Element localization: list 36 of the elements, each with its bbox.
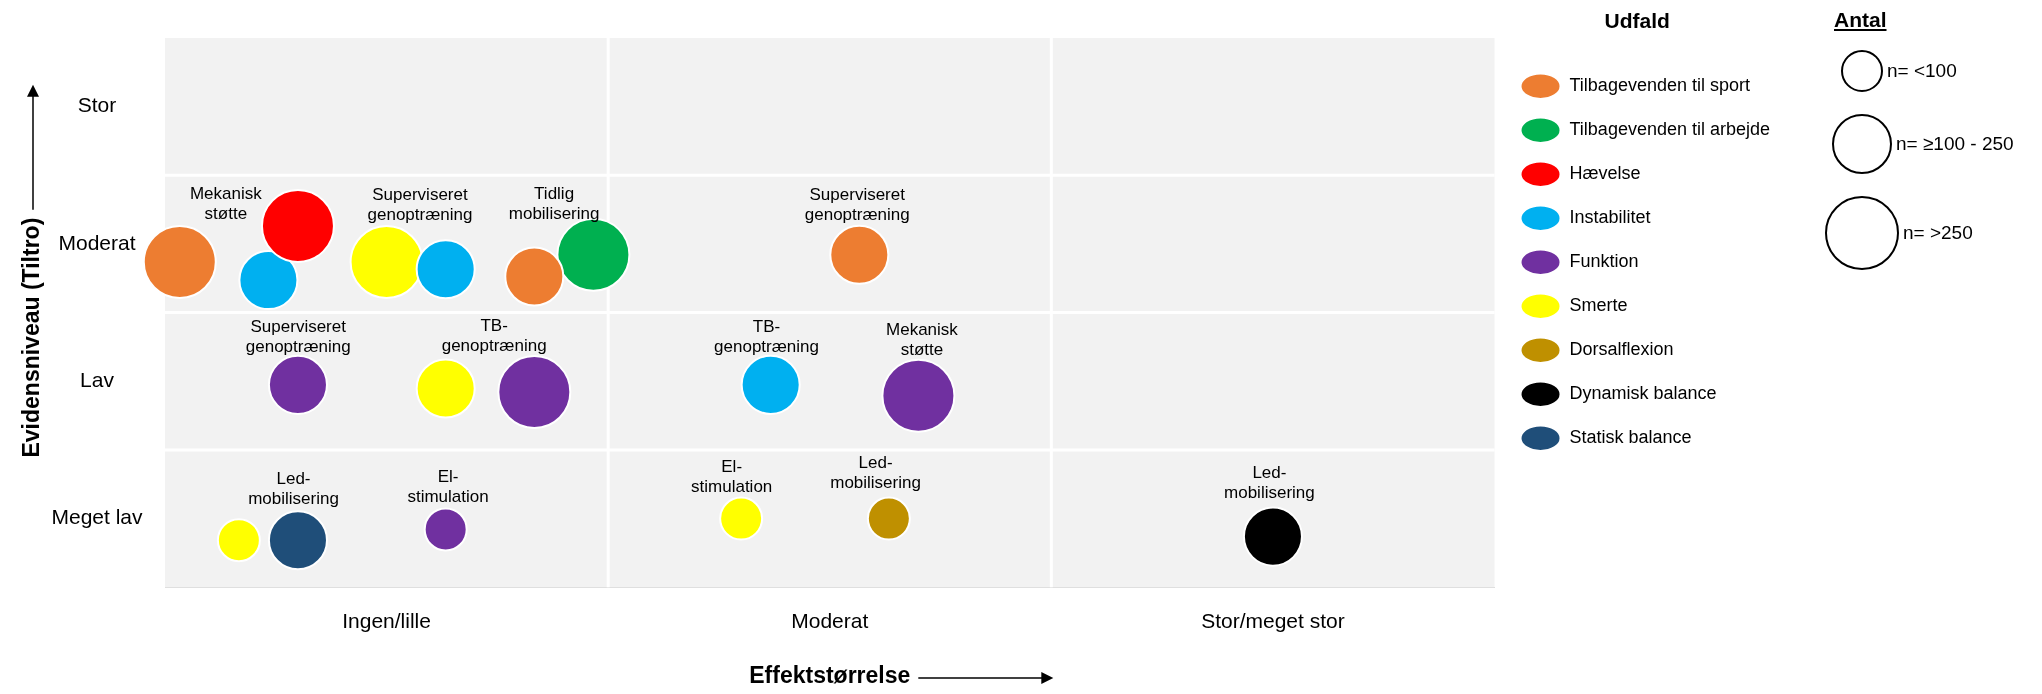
- annotation: El- stimulation: [691, 457, 773, 497]
- annotation: Superviseret genoptræning: [245, 317, 351, 356]
- text: n= ≥100 - 250: [1896, 133, 2014, 155]
- x-tick-label: Moderat: [791, 608, 869, 632]
- annotation: Led- mobilisering: [1224, 462, 1315, 502]
- legend-label: Statisk balance: [1569, 427, 1692, 448]
- x-tick-label: Stor/meget stor: [1201, 608, 1345, 632]
- legend-label: Smerte: [1569, 295, 1628, 316]
- annotation: TB- genoptræning: [714, 317, 819, 356]
- legend-label: Dorsalflexion: [1569, 339, 1674, 360]
- text: Mekanisk støtte: [189, 183, 263, 223]
- x-tick-label: Ingen/lille: [342, 608, 431, 632]
- text: Evidensniveau (Tiltro): [18, 217, 45, 458]
- category-label: Moderat: [58, 230, 136, 254]
- annotation: TB- genoptræning: [441, 315, 547, 355]
- legend-label: Tilbagevenden til sport: [1569, 75, 1750, 96]
- legend-label: Dynamisk balance: [1569, 383, 1717, 404]
- annotation: El- stimulation: [407, 466, 489, 506]
- text: n= >250: [1903, 222, 1973, 244]
- category-label: Stor: [77, 93, 117, 117]
- text: n= <100: [1887, 60, 1957, 82]
- text: Superviseret genoptræning: [804, 185, 910, 225]
- text: Antal: [1834, 8, 1888, 32]
- annotation: Mekanisk støtte: [886, 319, 959, 359]
- annotation: Led- mobilisering: [830, 452, 921, 492]
- legend-title: Udfald: [1604, 9, 1670, 33]
- legend-label: Hævelse: [1569, 163, 1641, 184]
- text: Superviseret genoptræning: [367, 185, 473, 225]
- annotation: Led- mobilisering: [248, 469, 339, 509]
- legend-label: Funktion: [1569, 251, 1639, 272]
- text: Tidlig mobilisering: [508, 183, 600, 223]
- legend-label: Tilbagevenden til arbejde: [1569, 119, 1771, 140]
- category-label: Lav: [80, 368, 114, 392]
- x-axis-title: Effektstørrelse: [749, 661, 911, 688]
- legend-label: Instabilitet: [1569, 207, 1651, 228]
- category-label: Meget lav: [51, 505, 143, 529]
